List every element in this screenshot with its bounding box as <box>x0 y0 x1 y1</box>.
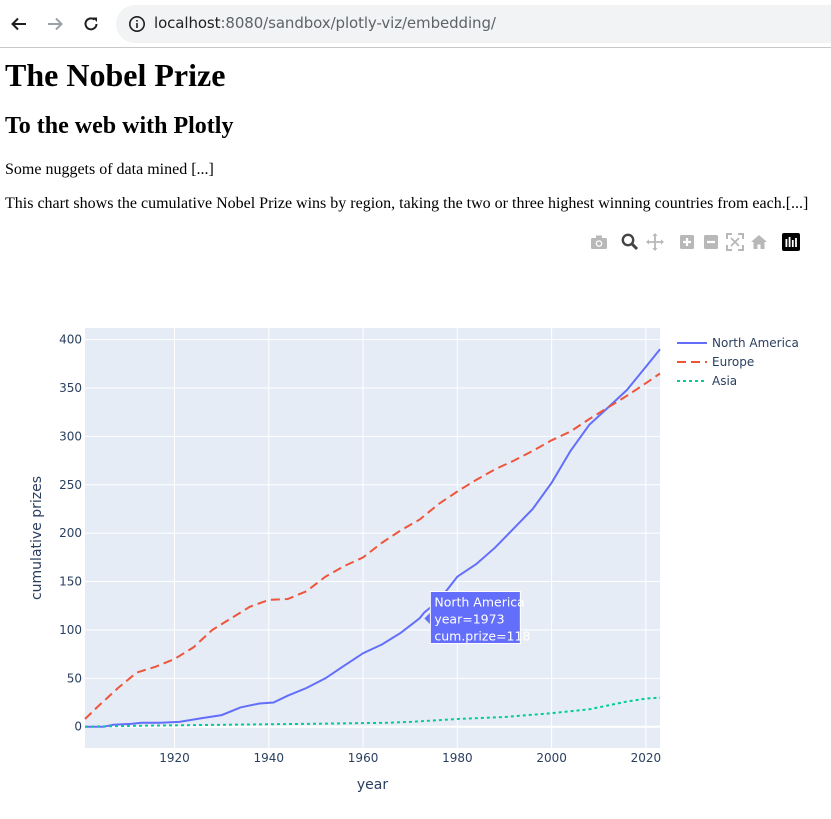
tooltip-text: North America <box>434 595 524 610</box>
zoom-in-icon[interactable] <box>677 232 697 252</box>
description-paragraph: This chart shows the cumulative Nobel Pr… <box>5 195 809 212</box>
pan-icon[interactable] <box>645 232 665 252</box>
plot-area <box>85 328 660 748</box>
legend-label: North America <box>712 336 799 350</box>
camera-icon[interactable] <box>589 232 609 252</box>
x-tick-label: 2020 <box>631 751 662 765</box>
reload-icon[interactable] <box>79 12 103 36</box>
tooltip-box <box>429 591 521 645</box>
y-tick-label: 200 <box>59 526 82 540</box>
autoscale-icon[interactable] <box>725 232 745 252</box>
series-line-north-america <box>85 348 661 728</box>
page-subtitle: To the web with Plotly <box>5 113 234 139</box>
page-title: The Nobel Prize <box>5 57 226 93</box>
home-icon[interactable] <box>749 232 769 252</box>
intro-paragraph: Some nuggets of data mined [...] <box>5 161 214 178</box>
y-tick-label: 0 <box>74 720 82 734</box>
y-tick-label: 250 <box>59 478 82 492</box>
series-line-asia <box>84 696 661 728</box>
x-tick-label: 1920 <box>159 751 190 765</box>
nobel-prize-chart[interactable]: 1920 1940 1960 1980 2000 2020 0 50 100 150 200 250 3… <box>0 280 831 815</box>
tooltip-text: cum.prize=118 <box>434 629 530 644</box>
zoom-icon[interactable] <box>620 232 640 252</box>
series-line-europe <box>84 372 661 720</box>
y-tick-label: 50 <box>67 671 82 685</box>
info-icon[interactable] <box>128 15 146 33</box>
zoom-out-icon[interactable] <box>701 232 721 252</box>
address-bar[interactable]: localhost:8080/sandbox/plotly-viz/embedd… <box>116 5 831 43</box>
y-tick-label: 400 <box>59 333 82 347</box>
legend-label: Europe <box>712 355 754 369</box>
url-text: localhost:8080/sandbox/plotly-viz/embedd… <box>154 14 496 32</box>
tooltip-arrow <box>424 612 431 625</box>
x-axis-title: year <box>357 777 388 793</box>
browser-toolbar: localhost:8080/sandbox/plotly-viz/embedd… <box>0 0 831 48</box>
url-path: :8080/sandbox/plotly-viz/embedding/ <box>220 14 496 32</box>
y-axis-title: cumulative prizes <box>29 476 45 600</box>
plotly-logo-icon[interactable] <box>781 232 801 252</box>
back-arrow-icon[interactable] <box>7 12 31 36</box>
tooltip-text: year=1973 <box>434 612 504 627</box>
x-tick-label: 1960 <box>348 751 379 765</box>
forward-arrow-icon[interactable] <box>43 12 67 36</box>
x-tick-label: 1940 <box>254 751 285 765</box>
url-host: localhost <box>154 14 221 32</box>
y-tick-label: 300 <box>59 429 82 443</box>
legend-label: Asia <box>712 374 737 388</box>
chart-svg[interactable]: 1920 1940 1960 1980 2000 2020 0 50 100 150 200 250 3… <box>0 280 831 815</box>
x-tick-label: 2000 <box>536 751 567 765</box>
y-tick-label: 100 <box>59 623 82 637</box>
x-tick-label: 1980 <box>442 751 473 765</box>
y-tick-label: 150 <box>59 575 82 589</box>
y-tick-label: 350 <box>59 381 82 395</box>
